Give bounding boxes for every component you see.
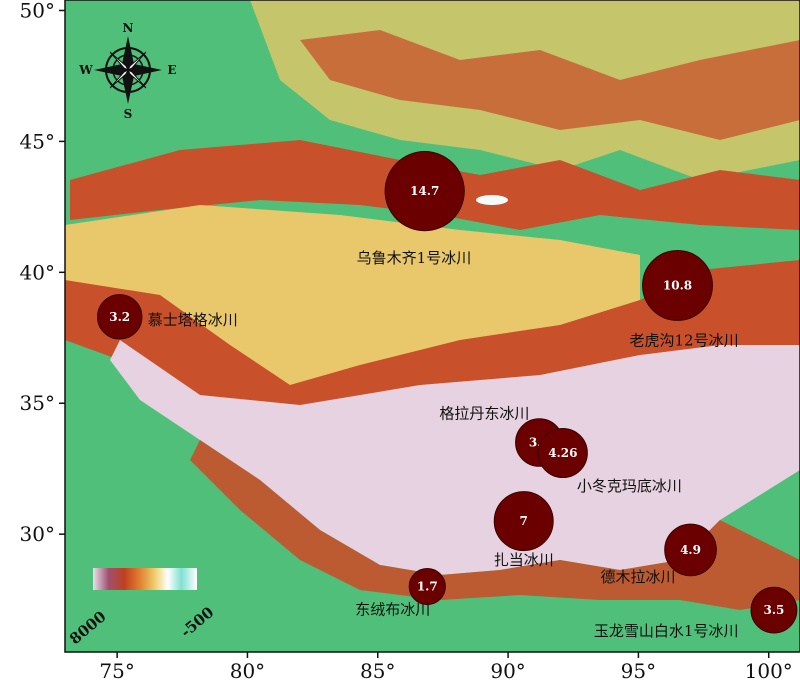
glacier-marker: 14.7 乌鲁木齐1号冰川 xyxy=(357,151,472,267)
glacier-value: 3.5 xyxy=(763,603,784,617)
glacier-value: 4.26 xyxy=(548,446,577,460)
compass-north: N xyxy=(123,21,134,35)
lat-tick-label: 30° xyxy=(20,522,55,546)
longitude-ticks: 75° 80° 85° 90° 95° 100° xyxy=(99,652,793,683)
lon-tick-label: 90° xyxy=(490,659,525,683)
lon-tick-label: 80° xyxy=(230,659,265,683)
glacier-marker: 4.26 小冬克玛底冰川 xyxy=(537,427,682,495)
lake xyxy=(476,195,508,205)
glacier-name: 格拉丹东冰川 xyxy=(439,405,529,423)
lon-tick-label: 100° xyxy=(745,659,793,683)
compass-east: E xyxy=(167,63,176,77)
glacier-bubble xyxy=(384,151,465,232)
glacier-value: 14.7 xyxy=(410,184,439,198)
glacier-name: 德木拉冰川 xyxy=(601,568,676,586)
basin-area xyxy=(65,205,640,390)
glacier-marker: 4.9 德木拉冰川 xyxy=(601,523,717,586)
glacier-name: 东绒布冰川 xyxy=(355,601,430,619)
compass-rose-icon: N S E W xyxy=(78,21,176,121)
terrain xyxy=(65,0,800,652)
glacier-value: 3.2 xyxy=(109,310,130,324)
glacier-bubble xyxy=(97,294,143,340)
glacier-name: 玉龙雪山白水1号冰川 xyxy=(594,622,739,640)
glacier-name: 老虎沟12号冰川 xyxy=(630,331,739,349)
glacier-marker: 3.2 慕士塔格冰川 xyxy=(97,294,238,340)
lon-tick-label: 95° xyxy=(621,659,656,683)
plateau-area xyxy=(110,340,800,575)
latitude-ticks: 50° 45° 40° 35° 30° xyxy=(20,0,65,546)
compass-west: W xyxy=(78,63,93,77)
legend-colorbar xyxy=(93,568,197,590)
glacier-value: 1.7 xyxy=(417,580,438,594)
mountain-area xyxy=(65,260,800,410)
glacier-marker: 3.5 玉龙雪山白水1号冰川 xyxy=(594,586,798,640)
map-frame xyxy=(64,0,800,653)
lat-tick-label: 40° xyxy=(20,260,55,284)
glacier-value: 4.9 xyxy=(680,543,701,557)
glacier-bubble xyxy=(493,491,554,552)
glacier-marker: 1.7 东绒布冰川 xyxy=(355,567,446,619)
glacier-marker: 10.8 老虎沟12号冰川 xyxy=(630,249,739,349)
lat-tick-label: 35° xyxy=(20,391,55,415)
glacier-name: 小冬克玛底冰川 xyxy=(577,477,682,495)
compass-south: S xyxy=(124,107,133,121)
glacier-value: 7 xyxy=(520,514,528,528)
glacier-bubble xyxy=(664,523,717,577)
glacier-name: 乌鲁木齐1号冰川 xyxy=(357,249,472,267)
lon-tick-label: 85° xyxy=(360,659,395,683)
lon-tick-label: 75° xyxy=(99,659,134,683)
glacier-name: 扎当冰川 xyxy=(494,551,554,569)
glacier-bubble xyxy=(750,586,798,634)
glacier-name: 慕士塔格冰川 xyxy=(148,311,238,329)
axes: 50° 45° 40° 35° 30° 75° 80° 85° 90° 95° 100° xyxy=(20,0,800,683)
glacier-marker: 7 扎当冰川 xyxy=(493,491,554,569)
glacier-bubble xyxy=(642,249,713,321)
glacier-bubble xyxy=(408,567,446,606)
glacier-bubble xyxy=(537,427,588,479)
lat-tick-label: 45° xyxy=(20,129,55,153)
lat-tick-label: 50° xyxy=(20,0,55,22)
glacier-value: 10.8 xyxy=(663,278,692,292)
